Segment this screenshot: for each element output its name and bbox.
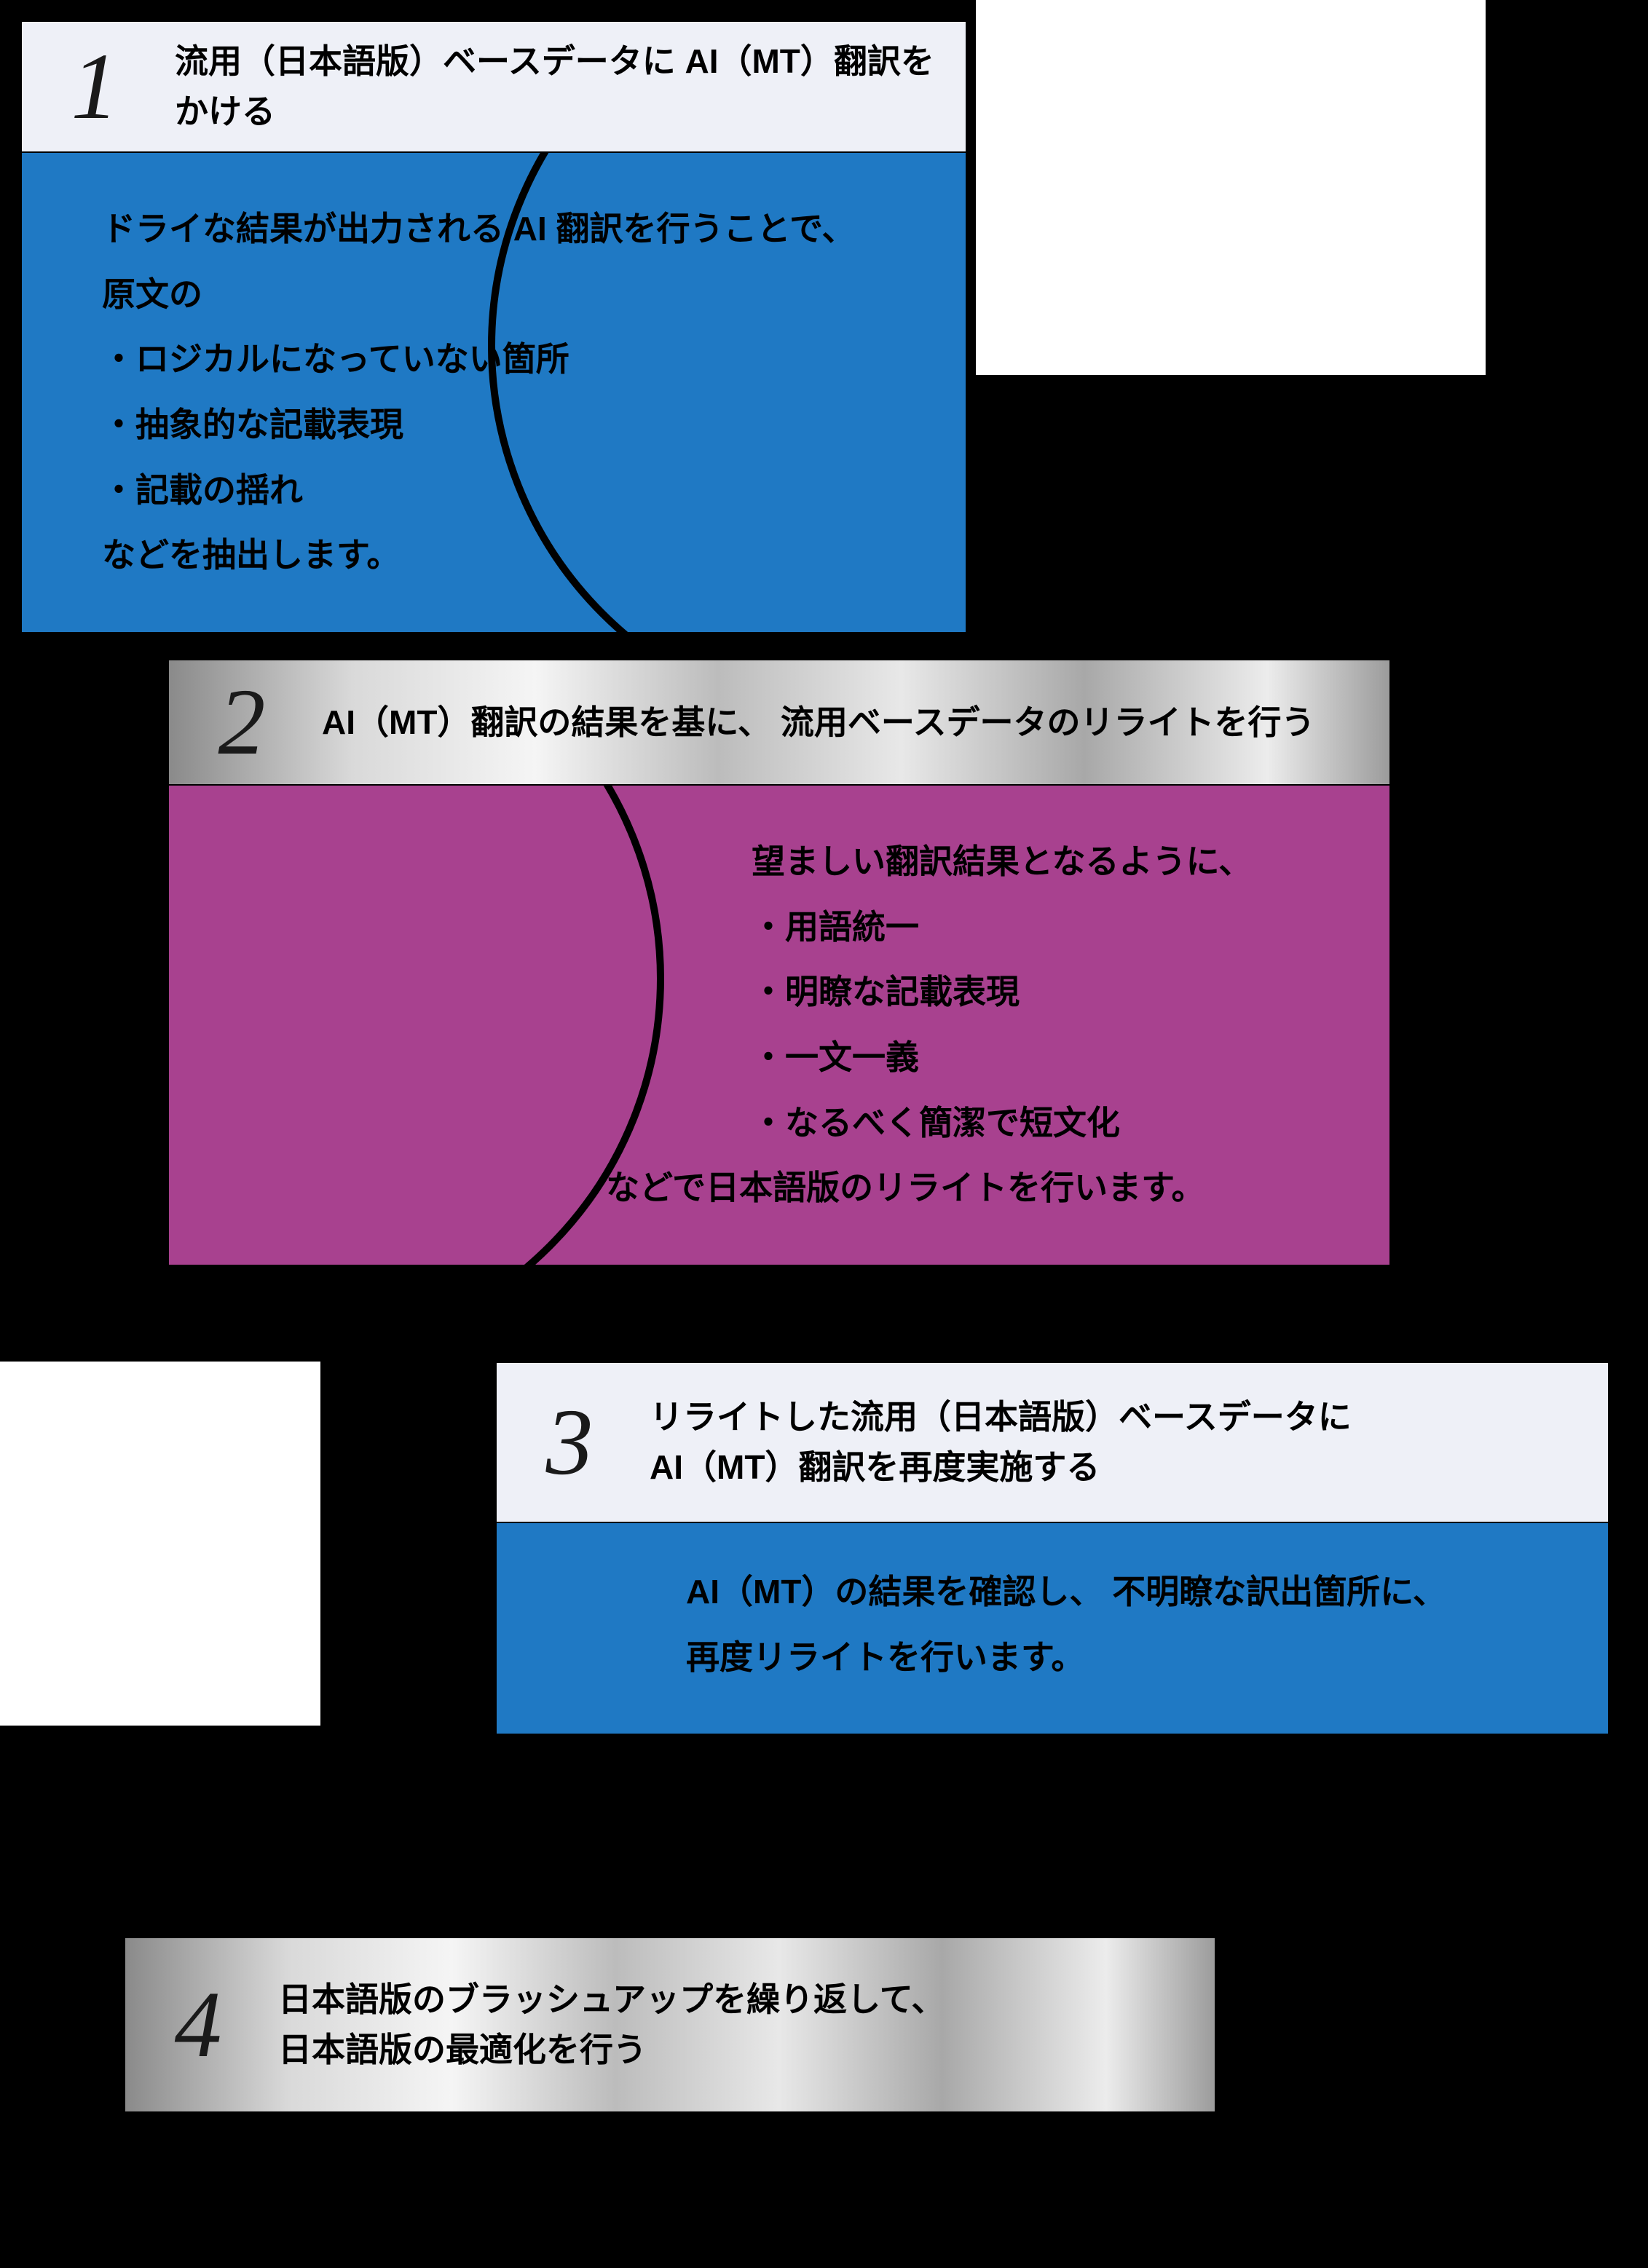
step-3-title-line-1: AI（MT）翻訳を再度実施する bbox=[650, 1448, 1100, 1486]
step-2-line-5: などで日本語版のリライトを行います。 bbox=[606, 1155, 1331, 1221]
step-3-line-1: 再度リライトを行います。 bbox=[686, 1625, 1550, 1691]
step-1-body: ドライな結果が出力される AI 翻訳を行うことで、 原文の ・ロジカルになってい… bbox=[20, 153, 967, 633]
step-1-line-2: ・ロジカルになっていない箇所 bbox=[102, 327, 907, 392]
step-1-title: 流用（日本語版）ベースデータに AI（MT）翻訳をかける bbox=[175, 36, 937, 137]
step-4-title-line-1: 日本語版の最適化を行う bbox=[278, 2031, 647, 2069]
step-4-title: 日本語版のブラッシュアップを繰り返して、 日本語版の最適化を行う bbox=[278, 1975, 945, 2075]
step-2-curve bbox=[167, 786, 664, 1266]
step-1-header: 1 流用（日本語版）ベースデータに AI（MT）翻訳をかける bbox=[20, 20, 967, 153]
step-2-title: AI（MT）翻訳の結果を基に、 流用ベースデータのリライトを行う bbox=[322, 698, 1315, 748]
step-3-title: リライトした流用（日本語版）ベースデータに AI（MT）翻訳を再度実施する bbox=[650, 1392, 1352, 1493]
step-4-number: 4 bbox=[154, 1977, 242, 2072]
step-1-line-1: 原文の bbox=[102, 262, 907, 328]
step-1-line-0: ドライな結果が出力される AI 翻訳を行うことで、 bbox=[102, 197, 907, 262]
step-1-line-5: などを抽出します。 bbox=[102, 523, 907, 588]
step-2-line-0: 望ましい翻訳結果となるように、 bbox=[606, 829, 1331, 895]
step-3-number: 3 bbox=[526, 1395, 613, 1490]
step-3-line-0: AI（MT）の結果を確認し、 不明瞭な訳出箇所に、 bbox=[686, 1560, 1550, 1625]
step-2-line-4: ・なるべく簡潔で短文化 bbox=[606, 1091, 1331, 1156]
step-2: 2 AI（MT）翻訳の結果を基に、 流用ベースデータのリライトを行う 望ましい翻… bbox=[167, 659, 1391, 1266]
step-2-line-2: ・明瞭な記載表現 bbox=[606, 960, 1331, 1025]
step-2-line-1: ・用語統一 bbox=[606, 895, 1331, 960]
white-block-1 bbox=[976, 0, 1486, 375]
step-3-header: 3 リライトした流用（日本語版）ベースデータに AI（MT）翻訳を再度実施する bbox=[495, 1362, 1609, 1523]
step-2-body: 望ましい翻訳結果となるように、 ・用語統一 ・明瞭な記載表現 ・一文一義 ・なる… bbox=[167, 786, 1391, 1266]
step-2-line-3: ・一文一義 bbox=[606, 1025, 1331, 1091]
step-2-header: 2 AI（MT）翻訳の結果を基に、 流用ベースデータのリライトを行う bbox=[167, 659, 1391, 786]
step-1-line-3: ・抽象的な記載表現 bbox=[102, 392, 907, 458]
step-3-body: AI（MT）の結果を確認し、 不明瞭な訳出箇所に、 再度リライトを行います。 bbox=[495, 1523, 1609, 1735]
step-1: 1 流用（日本語版）ベースデータに AI（MT）翻訳をかける ドライな結果が出力… bbox=[20, 20, 967, 633]
step-3: 3 リライトした流用（日本語版）ベースデータに AI（MT）翻訳を再度実施する … bbox=[495, 1362, 1609, 1735]
step-4: 4 日本語版のブラッシュアップを繰り返して、 日本語版の最適化を行う bbox=[124, 1937, 1216, 2113]
step-1-line-4: ・記載の揺れ bbox=[102, 458, 907, 523]
white-block-2 bbox=[0, 1362, 320, 1726]
step-4-title-line-0: 日本語版のブラッシュアップを繰り返して、 bbox=[278, 1980, 945, 2018]
step-1-number: 1 bbox=[51, 39, 138, 134]
step-4-header: 4 日本語版のブラッシュアップを繰り返して、 日本語版の最適化を行う bbox=[124, 1937, 1216, 2113]
step-3-title-line-0: リライトした流用（日本語版）ベースデータに bbox=[650, 1398, 1352, 1436]
step-2-number: 2 bbox=[198, 675, 285, 770]
